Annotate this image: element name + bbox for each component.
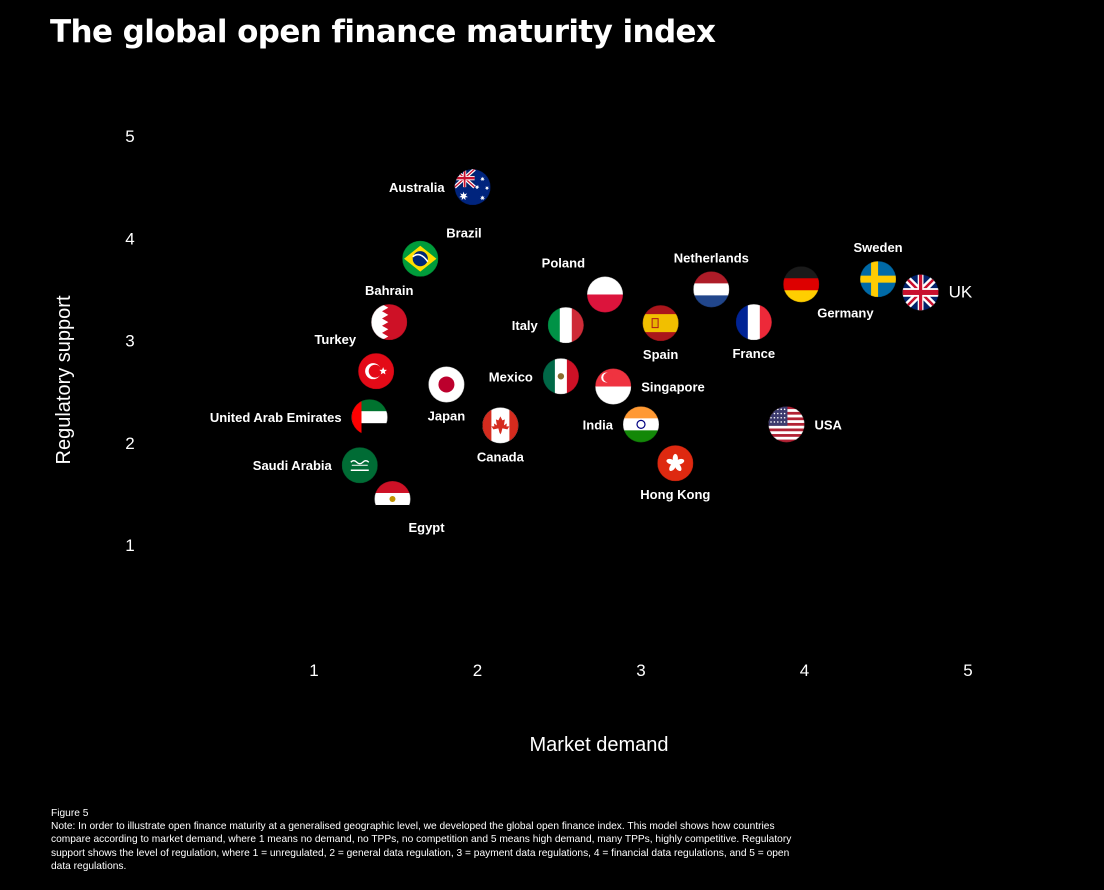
saudi-arabia-flag-icon [341,447,378,484]
brazil-flag-icon [402,240,439,277]
france-flag-icon [735,304,772,341]
x-tick-label: 4 [800,661,809,680]
y-tick-label: 5 [125,127,134,146]
uae-flag-icon [351,399,388,436]
country-label: Bahrain [365,283,413,298]
country-label: Germany [817,305,874,320]
canada-flag-icon [482,407,519,444]
y-tick-label: 3 [125,332,134,351]
country-label: Brazil [446,226,481,241]
figure-note: Figure 5 Note: In order to illustrate op… [51,807,811,873]
netherlands-flag-icon [693,271,730,308]
turkey-flag-icon [358,353,395,390]
country-label: France [732,346,775,361]
spain-flag-icon [642,305,679,342]
country-label: Hong Kong [640,487,710,502]
egypt-flag-icon [374,480,411,517]
y-tick-label: 1 [125,536,134,555]
note-text: Note: In order to illustrate open financ… [51,821,792,872]
x-tick-label: 2 [473,661,482,680]
x-tick-label: 5 [963,661,972,680]
uk-flag-icon [902,274,939,311]
country-label: Sweden [854,240,903,255]
chart-title: The global open finance maturity index [50,14,716,50]
y-tick-label: 4 [125,229,134,248]
country-label: Australia [389,180,445,195]
sweden-flag-icon [860,261,897,298]
country-label: United Arab Emirates [210,410,342,425]
x-tick-label: 1 [309,661,318,680]
country-label: Turkey [314,332,356,347]
mexico-flag-icon [542,358,579,395]
chart-plot: 1 2 3 4 5 1 2 3 4 5 Market demand Regulatory suppor… [53,127,973,756]
italy-flag-icon [547,307,584,344]
usa-flag-icon [768,406,805,443]
japan-flag-icon [428,366,465,403]
country-label: India [583,417,614,432]
country-label: Mexico [489,369,533,384]
country-label: Italy [512,318,539,333]
australia-flag-icon [454,169,491,206]
country-label: Japan [428,408,466,423]
country-label: Netherlands [674,250,749,265]
poland-flag-icon [587,276,624,313]
country-label: Spain [643,347,678,362]
country-label: Poland [542,255,585,270]
country-label: Egypt [408,520,445,535]
germany-flag-icon [783,266,820,303]
singapore-flag-icon [595,368,632,405]
country-label: UK [949,282,973,301]
y-axis-label: Regulatory support [53,295,75,464]
x-axis-label: Market demand [530,734,669,756]
country-label: Saudi Arabia [253,458,333,473]
x-tick-label: 3 [636,661,645,680]
y-tick-label: 2 [125,434,134,453]
figure-label: Figure 5 [51,808,89,819]
country-label: Canada [477,449,525,464]
country-label: Singapore [641,380,705,395]
country-label: USA [815,417,843,432]
hong-kong-flag-icon [657,445,694,482]
india-flag-icon [623,406,659,443]
bahrain-flag-icon [371,304,408,341]
